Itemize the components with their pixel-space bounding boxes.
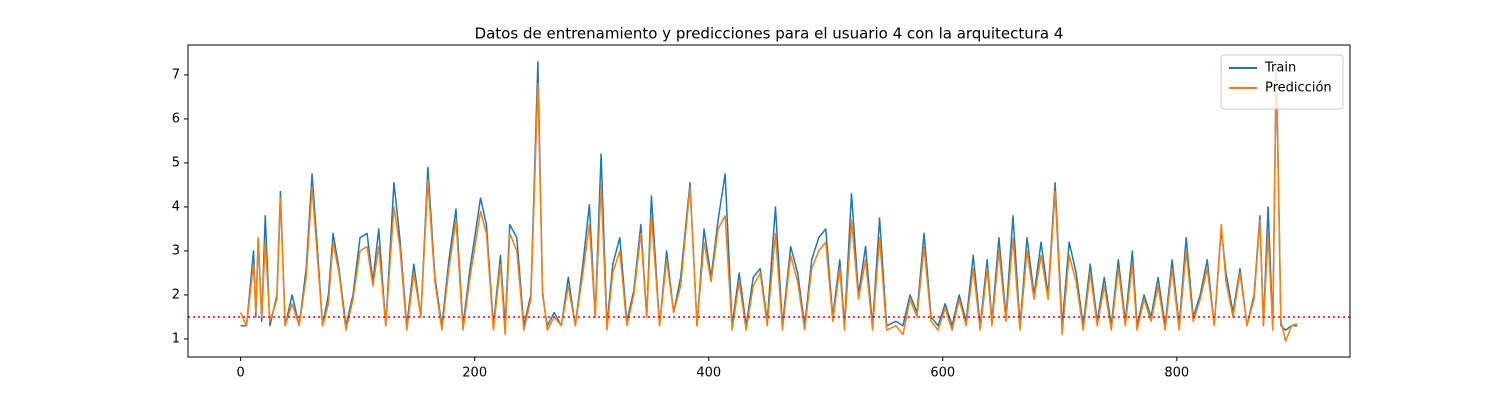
x-tick-label: 600 <box>930 366 955 381</box>
legend-label: Train <box>1264 61 1296 76</box>
y-tick-label: 1 <box>172 331 180 346</box>
y-tick-label: 7 <box>172 67 180 82</box>
y-tick-label: 2 <box>172 287 180 302</box>
x-tick-label: 200 <box>462 366 487 381</box>
x-tick-label: 400 <box>696 366 721 381</box>
y-tick-label: 5 <box>172 155 180 170</box>
plot-frame <box>187 44 1351 358</box>
chart-title: Datos de entrenamiento y predicciones pa… <box>475 25 1064 43</box>
y-tick-label: 6 <box>172 111 180 126</box>
data-line <box>239 60 1298 342</box>
legend-label: Predicción <box>1265 81 1332 96</box>
y-tick-label: 3 <box>172 243 180 258</box>
x-tick-label: 800 <box>1164 366 1189 381</box>
data-line <box>240 60 1298 331</box>
x-tick-label: 0 <box>237 366 245 381</box>
y-tick-label: 4 <box>172 199 180 214</box>
